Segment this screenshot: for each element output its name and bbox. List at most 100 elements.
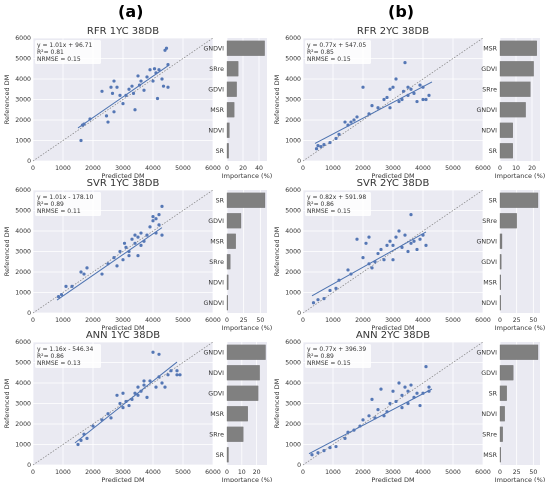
annotation-line: NRMSE = 0.13 — [37, 360, 81, 367]
x-tick-label: 3000 — [115, 165, 131, 172]
annotation-line: y = 1.16x - 546.34 — [37, 346, 93, 353]
data-point — [130, 237, 134, 241]
data-point — [56, 295, 61, 299]
data-point — [127, 249, 131, 254]
data-point — [421, 391, 425, 395]
x-tick-label: 5000 — [175, 469, 191, 476]
bar-category-label: MSR — [483, 45, 497, 52]
data-point — [391, 258, 395, 262]
data-point — [142, 88, 146, 92]
bar-plot-area — [500, 38, 540, 161]
data-point — [376, 106, 380, 110]
identity-line — [302, 37, 484, 162]
x-tick-label: 4000 — [415, 469, 431, 476]
x-axis-label: Importance (%) — [495, 476, 546, 482]
importance-bar — [226, 426, 244, 442]
importance-bar — [499, 233, 503, 249]
data-point — [131, 91, 136, 95]
bar-category-label: GDVI — [481, 66, 497, 73]
data-point — [391, 243, 395, 247]
y-tick-label: 3000 — [285, 249, 301, 256]
data-point — [406, 85, 410, 89]
y-tick-label: 5000 — [285, 56, 301, 63]
data-point — [314, 147, 319, 151]
data-point — [406, 389, 410, 393]
data-point — [106, 262, 110, 266]
data-point — [137, 83, 142, 87]
annotation-line: y = 1.01x - 178.10 — [37, 194, 93, 201]
x-tick-label: 0 — [301, 317, 305, 324]
data-point — [397, 381, 401, 385]
bar-plot-area — [500, 190, 540, 313]
x-tick-label: 10 — [512, 165, 520, 172]
importance-bar — [499, 192, 539, 208]
data-point — [406, 401, 410, 406]
data-point — [379, 247, 383, 252]
importance-bar — [226, 81, 237, 97]
data-point — [427, 385, 431, 389]
data-point — [100, 418, 104, 422]
x-tick-label: 0 — [225, 317, 229, 324]
bar-plot-area — [500, 342, 540, 465]
annotation-line: R²= 0.89 — [307, 353, 334, 360]
y-axis-label: Referenced DM — [273, 227, 281, 277]
data-point — [367, 112, 371, 116]
x-tick-label: 1000 — [325, 165, 341, 172]
y-tick-label: 0 — [27, 158, 31, 165]
data-point — [136, 254, 140, 258]
y-tick-label: 6000 — [15, 339, 31, 346]
x-tick-label: 0 — [31, 317, 35, 324]
data-point — [64, 284, 68, 288]
y-tick-label: 5000 — [15, 56, 31, 63]
data-point — [322, 143, 326, 147]
bar-category-label: MSR — [483, 452, 497, 459]
data-point — [59, 292, 64, 297]
bar-category-label: SR — [489, 197, 498, 204]
x-axis-label: Importance (%) — [222, 172, 273, 180]
data-point — [106, 120, 110, 124]
bar-category-label: SRre — [209, 431, 224, 438]
data-point — [361, 85, 365, 89]
x-tick-label: 0 — [301, 469, 305, 476]
data-point — [142, 239, 146, 243]
importance-bar — [499, 81, 531, 97]
data-point — [424, 97, 428, 102]
data-point — [151, 215, 155, 219]
chart-title: SVR 2YC 38DB — [357, 178, 430, 189]
data-point — [418, 83, 422, 87]
data-point — [154, 231, 158, 235]
data-point — [388, 401, 392, 406]
data-point — [355, 115, 359, 119]
x-tick-label: 50 — [529, 469, 537, 476]
data-point — [379, 387, 383, 391]
y-axis-label: Referenced DM — [273, 75, 281, 125]
annotation-line: NRMSE = 0.15 — [307, 360, 351, 367]
x-axis-label: Importance (%) — [222, 476, 273, 482]
data-point — [82, 432, 86, 436]
data-point — [76, 442, 80, 447]
y-tick-label: 4000 — [285, 76, 301, 83]
scatter-panel-8: ANN 1YC 38DB 0 1000 2000 3000 4000 5000 6000 0 10… — [3, 330, 221, 482]
data-point — [401, 89, 406, 93]
y-tick-label: 0 — [27, 462, 31, 469]
data-point — [139, 79, 143, 83]
scatter-panel-2: RFR 2YC 38DB 0 1000 2000 3000 4000 5000 6000 0 10… — [273, 26, 491, 180]
data-point — [311, 301, 316, 305]
y-tick-label: 2000 — [15, 117, 31, 124]
bar-category-label: NDVI — [481, 300, 497, 307]
annotation-line: NRMSE = 0.11 — [37, 208, 81, 215]
x-tick-label: 20 — [239, 165, 247, 172]
y-axis-label: Referenced DM — [3, 379, 11, 429]
bar-plot-area — [227, 38, 267, 161]
data-point — [88, 117, 92, 121]
y-tick-label: 1000 — [15, 442, 31, 449]
annotation-line: R²= 0.86 — [307, 201, 334, 208]
data-point — [427, 389, 431, 393]
y-tick-label: 4000 — [15, 76, 31, 83]
bar-category-label: GNDVI — [204, 300, 225, 307]
x-tick-label: 0 — [498, 469, 502, 476]
annotation-line: y = 0.77x + 547.05 — [307, 42, 366, 49]
data-point — [157, 352, 161, 356]
